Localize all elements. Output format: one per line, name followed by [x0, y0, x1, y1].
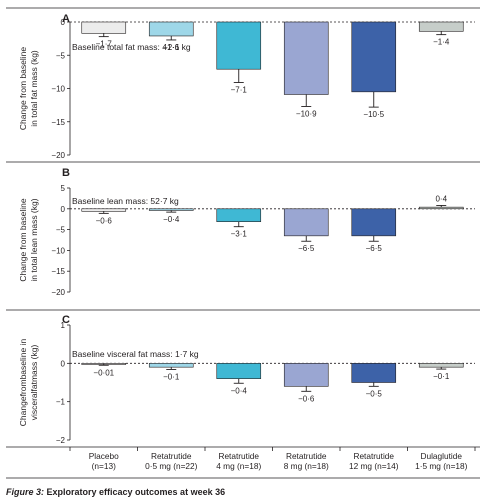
bar — [81, 21, 127, 34]
data-label: −0·6 — [96, 216, 113, 225]
bar — [148, 208, 194, 211]
panel-letter: C — [62, 314, 70, 326]
data-label: −0·01 — [93, 368, 114, 377]
y-tick-label: −1 — [56, 398, 66, 407]
caption-prefix: Figure 3: — [6, 487, 45, 497]
y-tick-label: 0 — [61, 359, 66, 368]
y-axis-title: in total lean mass (kg) — [29, 198, 39, 281]
caption-text: Exploratory efficacy outcomes at week 36 — [44, 487, 226, 497]
y-axis-title: Change from baseline — [18, 198, 28, 281]
y-tick-label: −15 — [51, 118, 65, 127]
bar — [81, 208, 127, 212]
bar — [351, 21, 397, 93]
category-label: 1·5 mg (n=18) — [415, 461, 468, 471]
y-axis-title: in total fat mass (kg) — [29, 50, 39, 127]
category-label: Retatrutide — [353, 451, 394, 461]
category-label: Retatrutide — [218, 451, 259, 461]
data-label: −6·5 — [366, 244, 383, 253]
data-label: −0·1 — [163, 372, 180, 381]
y-tick-label: −20 — [51, 288, 65, 297]
y-tick-label: 5 — [61, 184, 66, 193]
category-label: 4 mg (n=18) — [216, 461, 261, 471]
data-label: 0·4 — [435, 194, 447, 203]
panel-b: B 5 0 −5 −10 −15 −20 Change from baseline in tot… — [6, 161, 480, 297]
category-label: Dulaglutide — [420, 451, 462, 461]
bar — [418, 21, 464, 32]
panel-letter: B — [62, 167, 70, 179]
y-tick-label: −20 — [51, 151, 65, 160]
y-axis-title: Change from baseline — [18, 47, 28, 130]
data-label: −0·4 — [231, 386, 248, 395]
y-axis-title: Changefrombaseline in — [18, 339, 28, 427]
bar — [283, 208, 329, 237]
bar — [418, 206, 464, 210]
baseline-note: Baseline lean mass: 52·7 kg — [72, 196, 179, 206]
data-label: −0·5 — [366, 389, 383, 398]
bar — [216, 21, 262, 70]
bar — [351, 363, 397, 383]
bar — [216, 208, 262, 222]
panel-letter: A — [62, 13, 70, 25]
y-axis-title: visceralfatmass (kg) — [29, 345, 39, 421]
category-label: 0·5 mg (n=22) — [145, 461, 198, 471]
panel-c: C1 0 −1 −2 Changefrombaseline in visceralfatm… — [6, 309, 480, 445]
data-label: −6·5 — [298, 244, 315, 253]
y-tick-label: 0 — [61, 205, 66, 214]
y-tick-label: 0 — [61, 18, 66, 27]
bar — [283, 363, 329, 387]
data-label: −10·5 — [363, 110, 384, 119]
data-label: −0·6 — [298, 394, 315, 403]
data-label: −7·1 — [231, 86, 248, 95]
data-label: −3·1 — [231, 230, 248, 239]
category-label: (n=13) — [92, 461, 116, 471]
category-label: 12 mg (n=14) — [349, 461, 399, 471]
category-label: Retatrutide — [286, 451, 327, 461]
baseline-note: Baseline visceral fat mass: 1·7 kg — [72, 349, 199, 359]
data-label: −1·7 — [96, 40, 113, 49]
category-label: Placebo — [89, 451, 119, 461]
category-label: 8 mg (n=18) — [284, 461, 329, 471]
data-label: −0·1 — [433, 372, 450, 381]
y-tick-label: 1 — [61, 321, 66, 330]
data-label: −2·1 — [163, 43, 180, 52]
y-tick-label: −10 — [51, 246, 65, 255]
bar — [283, 21, 329, 95]
bar — [351, 208, 397, 237]
figure-caption: Figure 3: Exploratory efficacy outcomes … — [6, 487, 225, 497]
y-tick-label: −2 — [56, 436, 66, 445]
category-label: Retatrutide — [151, 451, 192, 461]
y-tick-label: −5 — [56, 51, 66, 60]
y-tick-label: −10 — [51, 85, 65, 94]
y-tick-label: −5 — [56, 226, 66, 235]
panel-a: A0 −5 −10 −15 −20 Change from baseline in tota… — [6, 7, 480, 160]
data-label: −10·9 — [296, 109, 317, 118]
bar — [216, 363, 262, 379]
bar — [148, 363, 194, 368]
bar — [418, 363, 464, 368]
data-label: −0·4 — [163, 215, 180, 224]
y-tick-label: −15 — [51, 267, 65, 276]
baseline-note: Baseline total fat mass: 41·6 kg — [72, 42, 191, 52]
bar — [148, 21, 194, 37]
data-label: −1·4 — [433, 38, 450, 47]
